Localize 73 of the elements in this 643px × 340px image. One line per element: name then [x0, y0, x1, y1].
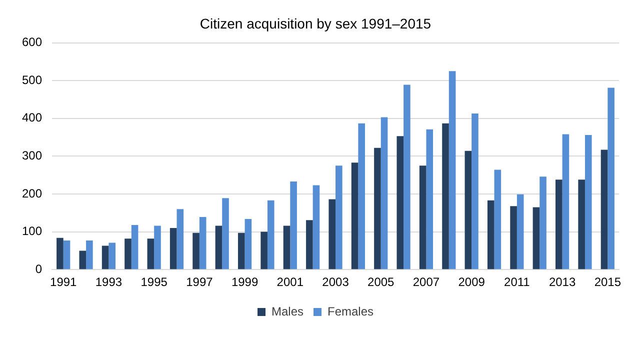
bar — [102, 246, 109, 270]
x-tick-label: 2009 — [458, 275, 486, 290]
bar — [464, 150, 472, 270]
x-tick-label: 2015 — [594, 275, 622, 290]
bar — [419, 166, 426, 270]
bar — [532, 207, 540, 270]
x-tick-label: 1997 — [186, 275, 214, 290]
x-tick-label: 2001 — [276, 275, 304, 290]
y-tick-label: 300 — [22, 148, 42, 163]
y-tick-label: 0 — [35, 262, 42, 276]
y-tick-label: 600 — [22, 35, 42, 50]
bar — [328, 199, 336, 270]
bar — [351, 162, 358, 270]
bar — [608, 88, 614, 270]
bar — [260, 232, 268, 270]
bar — [56, 238, 64, 270]
bar — [176, 209, 184, 270]
x-tick-label: 2011 — [504, 275, 530, 290]
x-tick-label: 2013 — [548, 275, 576, 290]
bar — [63, 240, 70, 270]
bar — [147, 238, 154, 270]
legend-label: Males — [271, 304, 304, 318]
bar — [510, 206, 517, 270]
bar — [374, 148, 381, 270]
bar — [556, 180, 562, 270]
x-tick-label: 1995 — [140, 275, 168, 290]
bar — [448, 71, 456, 270]
bar — [170, 228, 177, 270]
bar — [578, 180, 585, 270]
bar — [192, 232, 200, 270]
bar — [124, 238, 132, 270]
bar — [404, 84, 410, 270]
bar — [199, 217, 206, 270]
bar — [562, 134, 570, 270]
bar — [336, 166, 342, 270]
bar — [79, 250, 86, 270]
y-tick-label: 500 — [22, 72, 42, 87]
x-tick-label: 2005 — [368, 275, 395, 290]
bar — [516, 194, 524, 270]
bar — [584, 135, 592, 270]
bar — [312, 185, 320, 270]
x-tick-label: 1991 — [50, 275, 78, 290]
bar — [238, 232, 245, 270]
x-tick-label: 1999 — [231, 275, 258, 290]
bar — [108, 242, 116, 270]
bar — [442, 123, 449, 270]
x-tick-label: 2007 — [412, 275, 440, 290]
bar — [358, 123, 365, 270]
legend-label: Females — [328, 304, 374, 318]
bar — [86, 240, 93, 270]
bar — [244, 218, 252, 270]
x-tick-label: 1993 — [95, 275, 122, 290]
bar — [306, 220, 313, 270]
bar — [215, 226, 222, 270]
y-tick-label: 200 — [22, 186, 42, 200]
bar — [472, 113, 478, 270]
chart-title: Citizen acquisition by sex 1991–2015 — [200, 15, 432, 32]
bar — [222, 198, 229, 270]
bar — [540, 176, 546, 270]
bar — [380, 117, 388, 270]
bar — [494, 170, 502, 270]
bar — [396, 136, 404, 270]
bar — [267, 200, 274, 270]
bar — [290, 182, 297, 270]
x-tick-label: 2003 — [322, 275, 350, 290]
y-tick-label: 100 — [22, 224, 42, 238]
bar — [131, 224, 138, 270]
bar — [600, 150, 608, 270]
bar — [154, 226, 161, 270]
bar — [487, 200, 494, 270]
bar — [426, 129, 434, 270]
bar — [283, 226, 290, 270]
y-tick-label: 400 — [22, 110, 42, 125]
